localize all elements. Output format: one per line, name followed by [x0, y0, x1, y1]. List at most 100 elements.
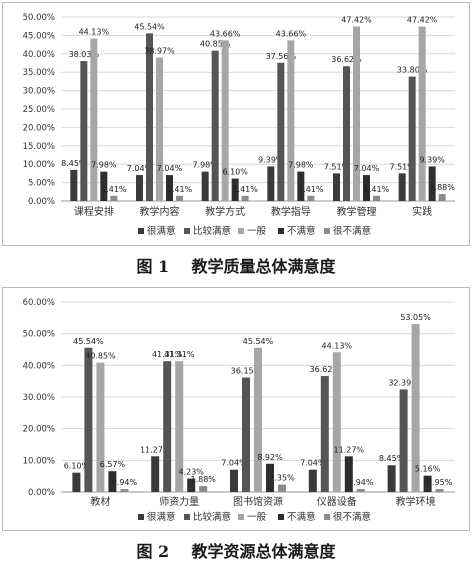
figure-1-caption: 图 1 教学质量总体满意度 — [0, 253, 472, 277]
legend-label: 很满意 — [147, 511, 176, 523]
bar — [211, 50, 219, 202]
data-label: 8.45% — [61, 159, 87, 168]
bar — [308, 469, 317, 492]
legend-label: 不满意 — [287, 225, 316, 237]
figure-2-title: 教学资源总体满意度 — [191, 542, 336, 561]
bar — [96, 362, 105, 492]
data-label: 40.85% — [200, 40, 231, 49]
figure-1-number: 图 1 — [136, 257, 170, 276]
bar — [231, 178, 239, 201]
y-tick-label: 5.00% — [28, 179, 55, 189]
y-tick-label: 30.00% — [23, 393, 55, 403]
legend-swatch — [138, 228, 144, 234]
bar — [110, 195, 118, 201]
data-label: 0.94% — [112, 478, 138, 487]
data-label: 1.41% — [101, 185, 127, 194]
data-label: 33.80% — [397, 66, 428, 75]
data-label: 38.97% — [144, 47, 175, 56]
y-tick-label: 10.00% — [23, 160, 55, 170]
data-label: 4.23% — [178, 468, 204, 477]
data-label: 41.31% — [164, 350, 195, 359]
data-label: 38.03% — [69, 50, 100, 59]
data-label: 32.39% — [388, 378, 419, 387]
bar — [72, 472, 81, 492]
bar — [408, 76, 416, 201]
y-tick-label: 20.00% — [23, 425, 55, 435]
bar — [221, 40, 229, 201]
bar — [332, 352, 341, 492]
bar — [363, 175, 370, 201]
data-label: 7.51% — [389, 162, 415, 171]
bar — [399, 389, 408, 492]
y-tick-label: 0.00% — [28, 197, 55, 207]
bar — [156, 57, 163, 202]
y-tick-label: 50.00% — [23, 13, 55, 23]
legend-swatch — [184, 228, 190, 234]
data-label: 47.42% — [341, 15, 372, 24]
data-label: 1.88% — [190, 475, 216, 484]
legend-label: 很不满意 — [333, 225, 371, 237]
data-label: 7.04% — [354, 164, 380, 173]
data-label: 11.27% — [334, 445, 365, 454]
bar — [373, 195, 380, 201]
bar — [187, 478, 196, 492]
bar — [70, 169, 78, 201]
legend-swatch — [184, 514, 190, 520]
category-label: 教学环境 — [396, 495, 436, 508]
bar — [176, 195, 183, 201]
data-label: 7.98% — [192, 161, 218, 170]
bar — [254, 347, 262, 492]
bar — [230, 469, 238, 492]
y-tick-label: 25.00% — [23, 105, 55, 115]
bar — [423, 475, 432, 492]
data-label: 1.41% — [298, 185, 324, 194]
legend-label: 不满意 — [287, 511, 316, 523]
data-label: 7.04% — [221, 459, 247, 468]
data-label: 7.04% — [127, 164, 153, 173]
category-label: 实践 — [412, 205, 432, 218]
bar — [266, 463, 274, 492]
data-label: 11.27% — [140, 445, 171, 454]
data-label: 6.57% — [100, 460, 126, 469]
category-label: 教学内容 — [140, 205, 180, 218]
data-label: 7.04% — [300, 459, 326, 468]
data-label: 0.94% — [348, 478, 374, 487]
data-label: 7.04% — [157, 164, 183, 173]
category-label: 师资力量 — [159, 495, 199, 508]
category-label: 教材 — [90, 495, 110, 508]
y-tick-label: 40.00% — [23, 361, 55, 371]
data-label: 2.35% — [269, 474, 295, 483]
bar — [175, 361, 184, 492]
data-label: 9.39% — [419, 155, 445, 164]
data-label: 44.13% — [322, 341, 353, 350]
chart-1-svg: 0.00% 5.00% 10.00% 15.00% 20.00% 25.00% 30.00%… — [23, 13, 456, 237]
bar — [120, 489, 129, 492]
data-label: 1.41% — [167, 185, 193, 194]
legend-label: 一般 — [247, 511, 267, 523]
legend-label: 比较满意 — [193, 511, 231, 523]
bar — [136, 175, 143, 201]
data-label: 40.85% — [85, 352, 116, 361]
bar — [242, 377, 250, 492]
figure-2-caption: 图 2 教学资源总体满意度 — [0, 538, 472, 562]
bar — [201, 171, 209, 201]
bar — [307, 195, 315, 201]
bar — [166, 175, 173, 201]
data-label: 6.10% — [222, 168, 248, 177]
chart-1-panel: 0.00% 5.00% 10.00% 15.00% 20.00% 25.00% 30.00%… — [2, 2, 470, 246]
y-tick-label: 0.00% — [28, 488, 55, 498]
bar — [277, 62, 285, 201]
legend-label: 很满意 — [147, 225, 176, 237]
legend-swatch — [238, 228, 244, 234]
y-tick-label: 60.00% — [23, 298, 55, 308]
bar — [411, 324, 420, 492]
bar — [428, 166, 436, 201]
y-tick-label: 50.00% — [23, 330, 55, 340]
bar — [100, 171, 108, 201]
chart-2-svg: 0.00% 10.00% 20.00% 30.00% 40.00% 50.00% 60.00… — [23, 298, 455, 523]
bar — [438, 194, 446, 201]
bar — [163, 361, 172, 492]
bar — [80, 61, 88, 202]
category-label: 教学指导 — [271, 205, 311, 218]
y-tick-label: 10.00% — [23, 456, 55, 466]
